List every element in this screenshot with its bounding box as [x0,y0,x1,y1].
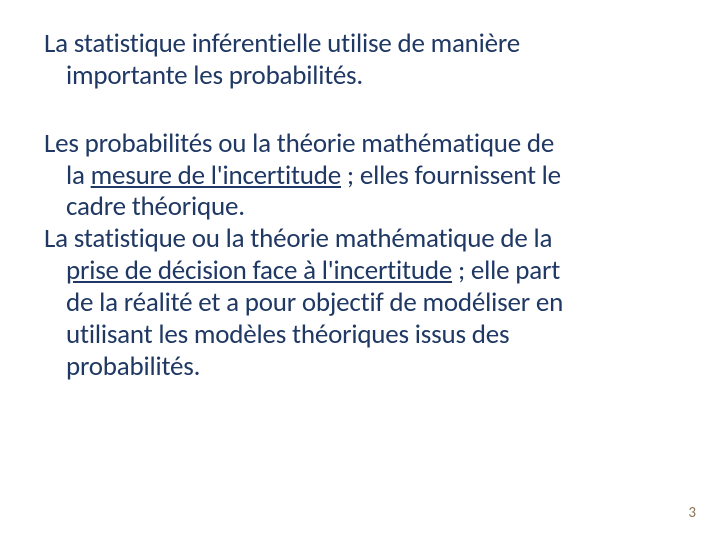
p2-line1: Les probabilités ou la théorie mathémati… [44,127,554,160]
p3-line1: La statistique ou la théorie mathématiqu… [44,222,552,255]
p2-line2-post: ; elles fournissent le [341,159,561,192]
p3-line2-post: ; elle part [452,254,560,287]
p3-line5: probabilités. [66,350,200,383]
p3-line4: utilisant les modèles théoriques issus d… [66,318,509,351]
slide-content: La statistique inférentielle utilise de … [0,0,720,383]
paragraph-1: La statistique inférentielle utilise de … [44,28,676,92]
p2-line2-pre: la [66,159,91,192]
p2-underlined: mesure de l'incertitude [91,159,341,192]
p1-line1: La statistique inférentielle utilise de … [44,27,520,60]
p3-line3: de la réalité et a pour objectif de modé… [66,286,563,319]
page-number: 3 [688,504,696,522]
p2-line3: cadre théorique. [66,190,245,223]
p3-underlined: prise de décision face à l'incertitude [66,254,452,287]
paragraph-2: Les probabilités ou la théorie mathémati… [44,128,676,224]
paragraph-3: La statistique ou la théorie mathématiqu… [44,223,676,382]
p1-line2: importante les probabilités. [66,59,363,92]
